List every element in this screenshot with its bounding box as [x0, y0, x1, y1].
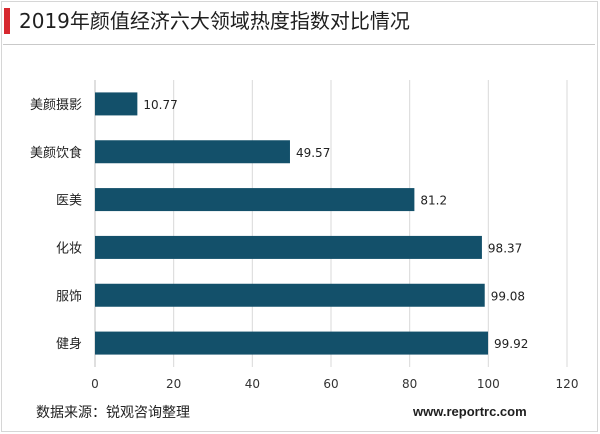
category-label: 美颜饮食	[30, 145, 82, 161]
data-label: 10.77	[143, 98, 177, 112]
data-label: 98.37	[488, 241, 522, 255]
x-tick-label: 120	[556, 377, 579, 391]
title-accent-bar	[4, 8, 10, 34]
data-label: 49.57	[296, 146, 330, 160]
category-label: 美颜摄影	[30, 97, 82, 113]
bar-5	[95, 283, 485, 307]
x-tick-label: 100	[477, 377, 500, 391]
category-label: 化妆	[56, 241, 82, 256]
x-tick-label: 80	[402, 377, 417, 391]
data-label: 99.08	[491, 289, 525, 303]
chart-title: 2019年颜值经济六大领域热度指数对比情况	[19, 9, 410, 33]
category-label: 健身	[56, 336, 82, 352]
bar-2	[95, 140, 290, 164]
category-label: 医美	[56, 194, 82, 209]
x-tick-label: 0	[91, 377, 99, 391]
bar-6	[95, 331, 489, 355]
data-label: 99.92	[494, 337, 528, 351]
website-link[interactable]: www.reportrc.com	[413, 404, 527, 419]
x-tick-label: 40	[245, 377, 260, 391]
data-source-note: 数据来源：锐观咨询整理	[36, 405, 190, 421]
data-label: 81.2	[420, 194, 447, 208]
category-label: 服饰	[56, 289, 82, 304]
x-tick-label: 20	[166, 377, 181, 391]
title-divider	[3, 44, 595, 45]
x-tick-label: 60	[323, 377, 338, 391]
bar-1	[95, 92, 138, 116]
bar-4	[95, 235, 482, 259]
bar-3	[95, 188, 415, 212]
